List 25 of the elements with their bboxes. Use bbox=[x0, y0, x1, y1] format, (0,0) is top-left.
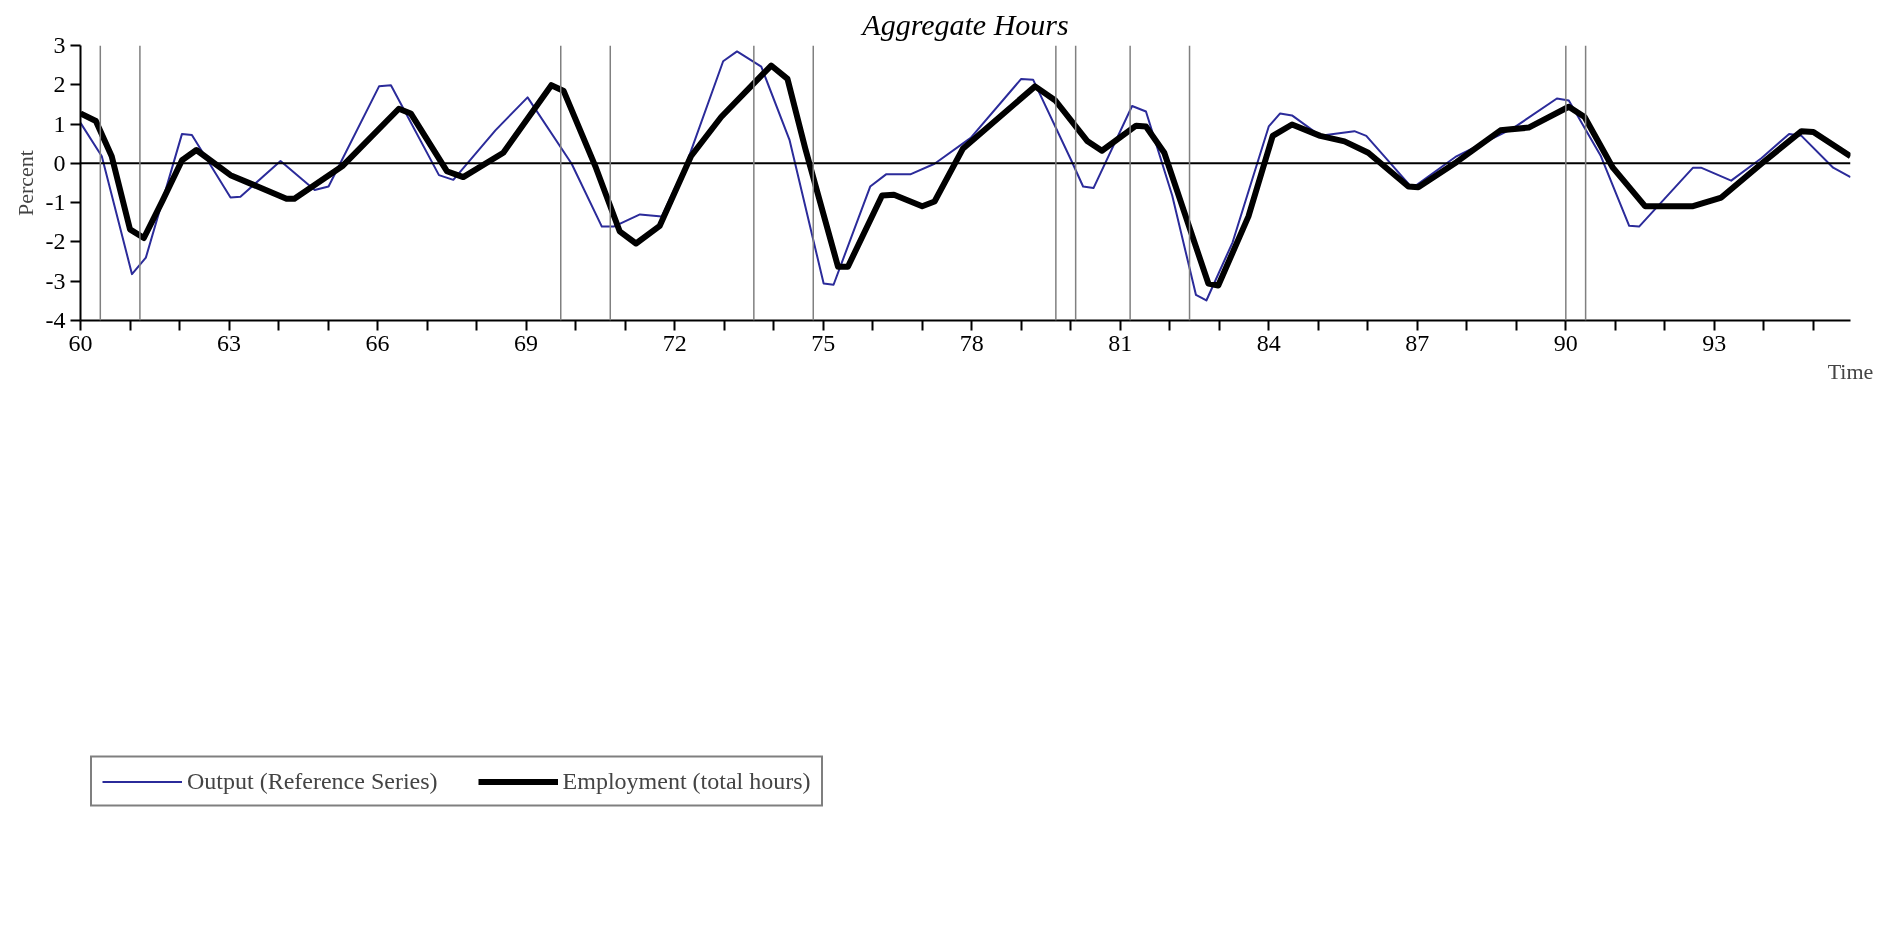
y-tick-label: 1 bbox=[53, 110, 66, 137]
x-tick-label: 72 bbox=[662, 329, 687, 356]
x-tick-label: 78 bbox=[959, 329, 984, 356]
x-tick-label: 84 bbox=[1256, 329, 1281, 356]
legend-label: Output (Reference Series) bbox=[187, 767, 438, 795]
x-tick-label: 93 bbox=[1702, 329, 1727, 356]
y-tick-label: -2 bbox=[45, 228, 66, 255]
y-tick-label: 3 bbox=[53, 32, 66, 58]
legend-label: Employment (total hours) bbox=[562, 767, 811, 795]
x-tick-label: 90 bbox=[1553, 329, 1578, 356]
y-tick-label: 2 bbox=[53, 71, 66, 98]
x-tick-label: 75 bbox=[811, 329, 836, 356]
y-tick-label: -1 bbox=[45, 189, 66, 216]
x-tick-label: 63 bbox=[217, 329, 242, 356]
x-tick-label: 66 bbox=[365, 329, 390, 356]
y-axis-title: Percent bbox=[12, 150, 38, 216]
x-tick-label: 60 bbox=[68, 329, 93, 356]
x-axis-title: Time bbox=[1827, 358, 1874, 384]
y-tick-label: -4 bbox=[45, 307, 66, 333]
y-tick-label: 0 bbox=[53, 149, 66, 176]
x-tick-label: 87 bbox=[1405, 329, 1430, 356]
y-tick-label: -3 bbox=[45, 267, 66, 294]
x-tick-label: 69 bbox=[514, 329, 539, 356]
chart-title: Aggregate Hours bbox=[860, 7, 1069, 41]
x-tick-label: 81 bbox=[1108, 329, 1133, 356]
